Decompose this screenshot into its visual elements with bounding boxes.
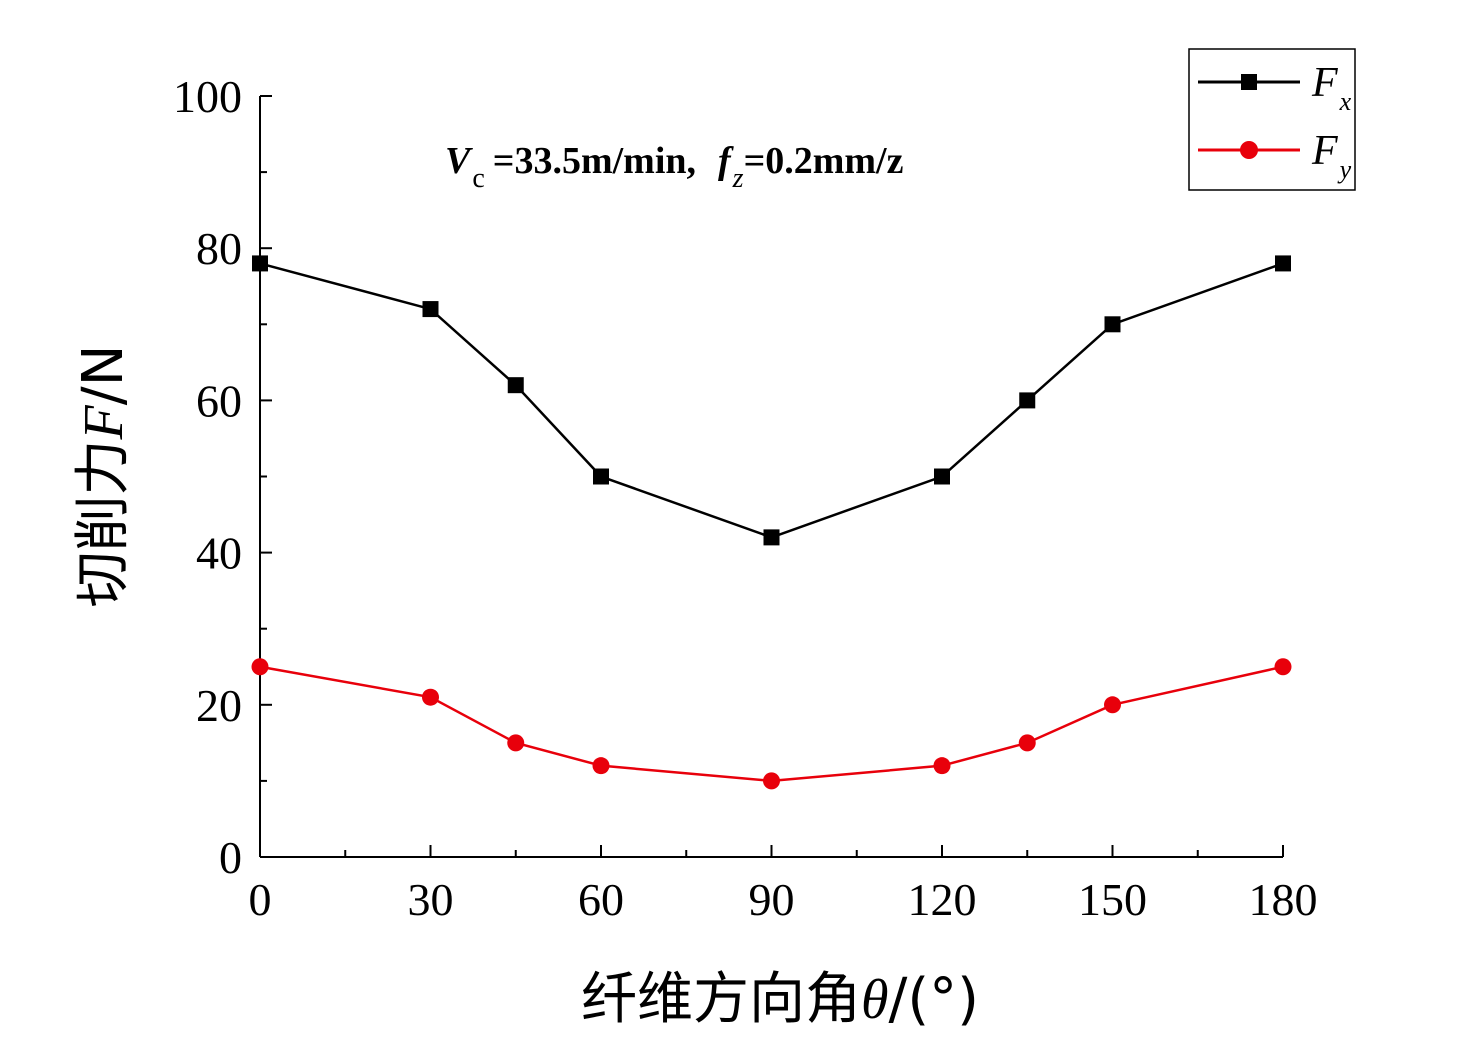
series-fx-point: [1019, 392, 1036, 409]
y-tick-label: 40: [196, 528, 242, 579]
axes: 0 20 40 60 80 100 0 30 60 90 120 150 180: [173, 71, 1318, 925]
series-fy: [251, 658, 1292, 790]
legend-circle-marker: [1240, 141, 1258, 159]
svg-text:Fx: Fx: [1311, 60, 1352, 116]
y-tick-label: 60: [196, 375, 242, 426]
y-tick-label: 100: [173, 71, 242, 122]
x-tick-label: 180: [1249, 874, 1318, 925]
series-fx-point: [422, 301, 439, 318]
legend-box: [1188, 48, 1356, 191]
series-fx-point: [934, 468, 950, 485]
cutting-condition-annotation: Vc =33.5m/min, fz=0.2mm/z: [445, 140, 904, 194]
series-fy-point: [763, 772, 780, 790]
x-axis-title: 纤维方向角θ/(°): [581, 967, 979, 1032]
series-fy-point: [422, 688, 439, 706]
x-tick-label: 120: [908, 874, 977, 925]
x-tick-label: 0: [249, 874, 272, 925]
series-fx-point: [593, 468, 609, 485]
series-fx-point: [763, 529, 780, 546]
series-fy-point: [933, 757, 951, 775]
series-fy-line: [259, 665, 1284, 783]
x-tick-label: 90: [749, 874, 795, 925]
series-fx-point: [507, 377, 524, 394]
series-fy-point: [251, 658, 269, 676]
y-tick-label: 80: [196, 223, 242, 274]
legend-square-marker: [1241, 74, 1257, 90]
series-fx: [252, 255, 1291, 546]
y-axis-title: 切削力F/N: [71, 345, 136, 608]
series-fy-point: [1018, 734, 1036, 752]
x-tick-label: 60: [578, 874, 624, 925]
series-fx-line: [259, 262, 1284, 539]
series-layer: [251, 255, 1292, 790]
series-fy-point: [507, 734, 525, 752]
series-fy-point: [1274, 658, 1292, 676]
series-fy-point: [1104, 696, 1121, 714]
legend-item-fy: Fy: [1198, 128, 1352, 184]
x-tick-label: 30: [408, 874, 454, 925]
y-tick-label: 0: [219, 832, 242, 883]
y-tick-label: 20: [196, 680, 242, 731]
legend: Fx Fy: [1188, 48, 1356, 191]
svg-text:Fy: Fy: [1311, 128, 1352, 184]
legend-item-fx: Fx: [1198, 60, 1352, 116]
series-fx-point: [1275, 255, 1291, 272]
series-fy-point: [592, 757, 610, 775]
series-fx-point: [252, 255, 268, 272]
series-fx-point: [1104, 316, 1121, 333]
x-tick-label: 150: [1078, 874, 1147, 925]
